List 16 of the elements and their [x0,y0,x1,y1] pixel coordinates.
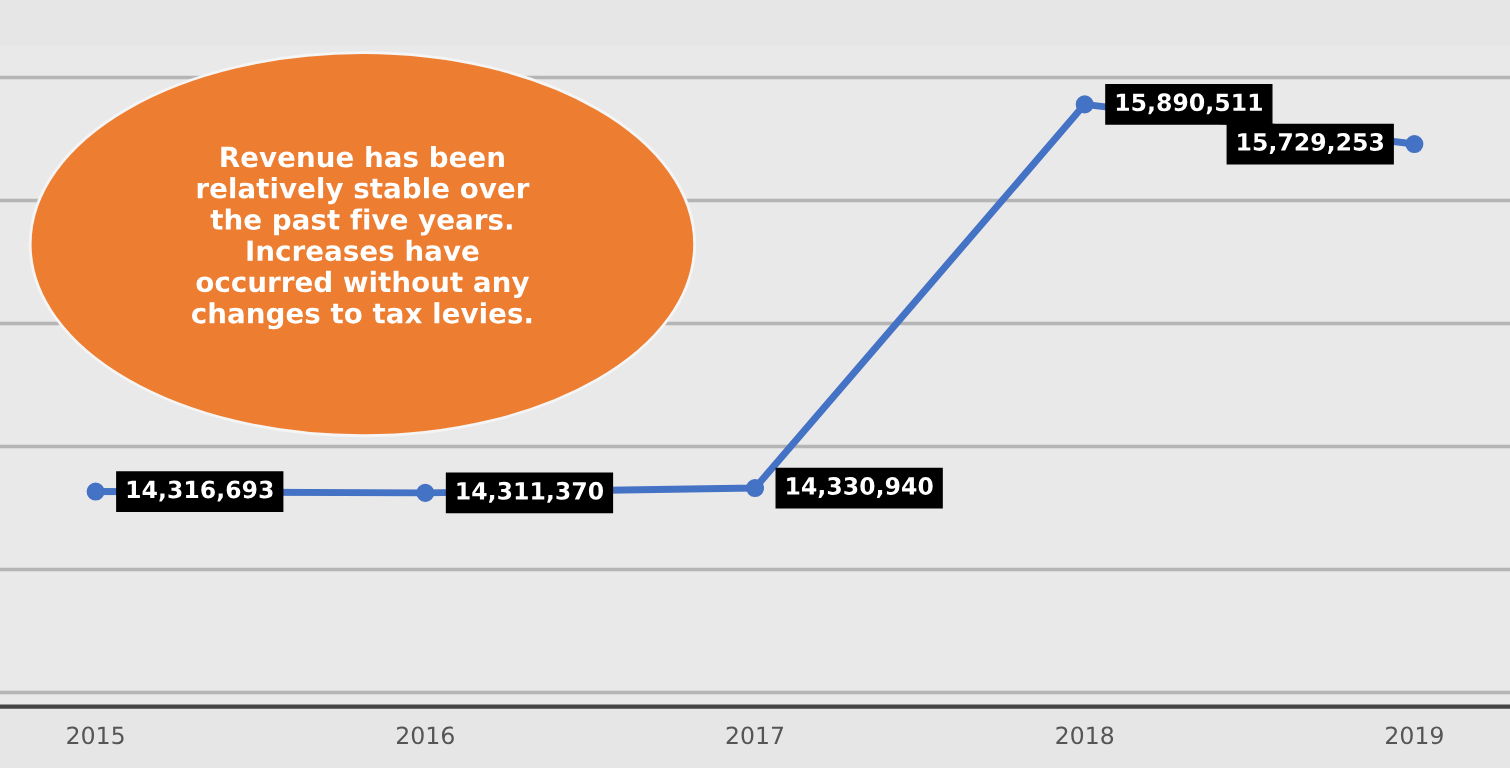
x-tick-label: 2017 [726,726,784,745]
point [416,483,435,502]
data-label: 14,311,370 [457,481,604,503]
point [745,479,765,498]
point [86,482,105,501]
data-label: 15,890,511 [1116,93,1262,115]
x-tick-label: 2018 [1056,726,1114,745]
x-tick-label: 2019 [1386,726,1443,745]
point [1075,95,1094,114]
annotation: Revenue has been relatively stable over the past five years. Increases have occurred without any changes to tax levies. [191,145,532,330]
data-label: 15,729,253 [1238,133,1384,154]
data-label: 14,316,693 [127,480,273,502]
x-tick-label: 2015 [67,726,124,745]
data-label: 14,330,940 [787,477,933,498]
x-tick-label: 2016 [396,726,454,745]
point [1405,135,1424,154]
